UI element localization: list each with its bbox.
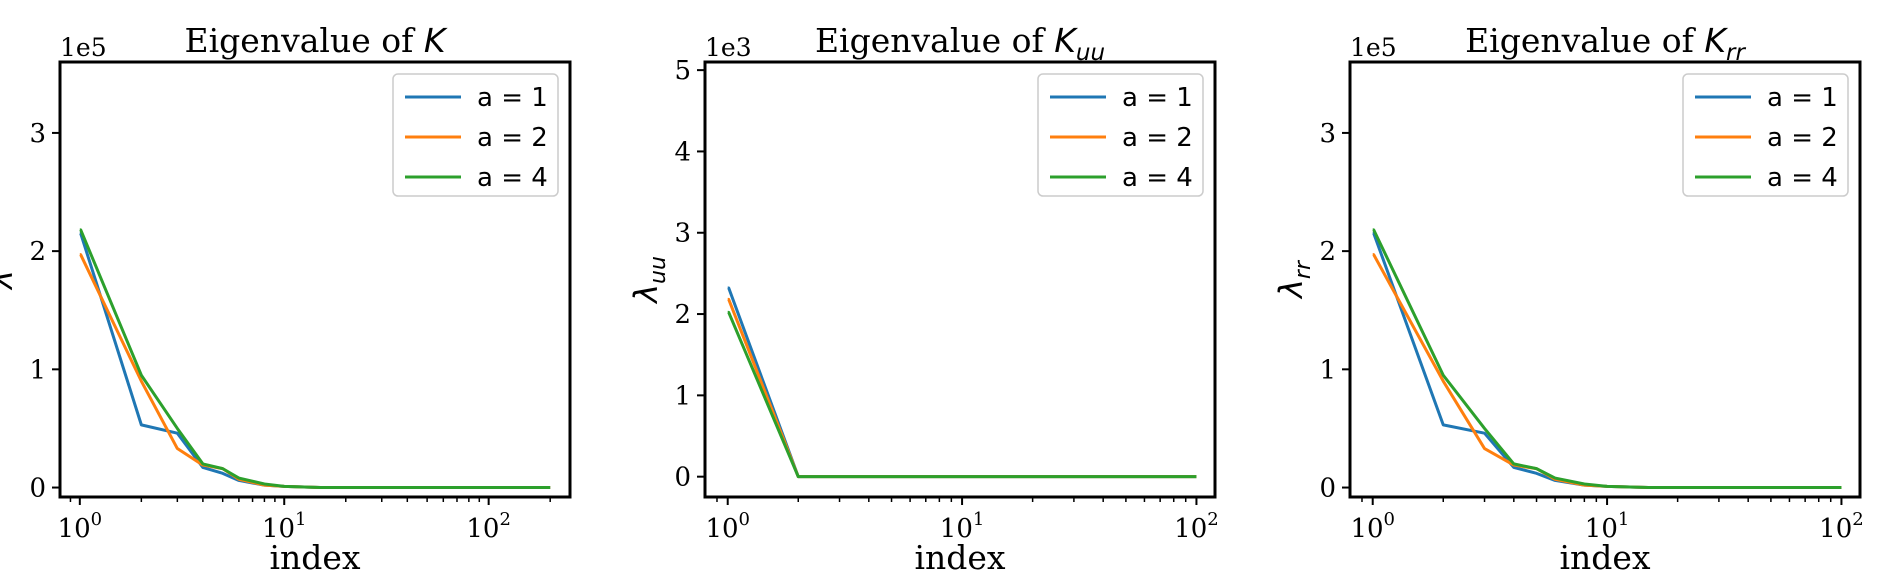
x-tick-label: 102 — [1819, 509, 1864, 544]
legend-entry-3: a = 4 — [1767, 163, 1838, 193]
chart-title-text: Eigenvalue of — [185, 21, 424, 60]
chart-title-subscript: uu — [1076, 40, 1105, 66]
series-line-1 — [727, 286, 1197, 479]
legend-box — [392, 73, 559, 197]
legend-box — [1682, 73, 1849, 197]
x-tick-base: 10 — [262, 514, 295, 544]
y-tick-label: 0 — [1319, 474, 1336, 504]
y-tick-label: 5 — [674, 56, 691, 86]
chart-title-symbol: K — [424, 21, 448, 60]
series-line-3 — [79, 228, 551, 490]
x-tick-exponent: 2 — [1207, 509, 1218, 530]
chart-title: Eigenvalue of Kuu — [815, 21, 1105, 66]
x-tick-base: 10 — [1585, 514, 1618, 544]
x-tick-base: 10 — [1174, 514, 1207, 544]
x-tick-label: 100 — [58, 509, 103, 544]
y-tick-label: 2 — [29, 237, 46, 267]
y-tick-label: 4 — [674, 137, 691, 167]
y-tick-label: 1 — [674, 381, 691, 411]
y-tick-label: 1 — [29, 355, 46, 385]
x-tick-exponent: 2 — [1852, 509, 1863, 530]
y-axis-label-subscript: rr — [1291, 259, 1316, 279]
legend-entry-1: a = 1 — [1122, 83, 1193, 113]
x-tick-label: 102 — [1174, 509, 1219, 544]
chart-title: Eigenvalue of Krr — [1465, 21, 1746, 66]
x-tick-exponent: 2 — [499, 509, 510, 530]
x-axis-label: index — [914, 538, 1005, 577]
legend-box — [1037, 73, 1204, 197]
y-tick-label: 2 — [674, 300, 691, 330]
series-line-1 — [79, 231, 551, 490]
chart-title-symbol: K — [1054, 21, 1078, 60]
x-tick-base: 10 — [705, 514, 738, 544]
series-line-2 — [727, 297, 1197, 479]
series-line-2 — [1372, 253, 1842, 490]
x-tick-base: 10 — [940, 514, 973, 544]
axis-offset-text: 1e3 — [705, 33, 752, 62]
x-tick-exponent: 0 — [1384, 509, 1395, 530]
axes-frame — [58, 60, 572, 499]
legend: a = 1 a = 2 a = 4 — [1037, 73, 1204, 197]
x-tick-label: 100 — [705, 509, 750, 544]
y-axis-label-symbol: λ — [627, 284, 665, 305]
series-line-2 — [79, 253, 551, 490]
y-tick-label: 3 — [674, 219, 691, 249]
x-tick-exponent: 1 — [295, 509, 306, 530]
y-axis-label: λuu — [627, 256, 671, 305]
x-tick-exponent: 1 — [1618, 509, 1629, 530]
x-tick-base: 10 — [466, 514, 499, 544]
chart-title-text: Eigenvalue of — [815, 21, 1054, 60]
legend-entry-2: a = 2 — [477, 123, 548, 153]
y-tick-label: 0 — [674, 463, 691, 493]
x-tick-exponent: 0 — [739, 509, 750, 530]
y-tick-label: 1 — [1319, 355, 1336, 385]
x-tick-label: 100 — [1350, 509, 1395, 544]
axes-frame — [1348, 60, 1862, 499]
axis-offset-text: 1e5 — [1350, 33, 1397, 62]
x-axis-label: index — [269, 538, 360, 577]
x-tick-base: 10 — [1819, 514, 1852, 544]
legend-entry-1: a = 1 — [1767, 83, 1838, 113]
y-tick-label: 3 — [1319, 119, 1336, 149]
series-line-1 — [1372, 231, 1842, 490]
chart-title: Eigenvalue of K — [185, 21, 448, 60]
chart-title-symbol: K — [1704, 21, 1728, 60]
x-tick-base: 10 — [1350, 514, 1383, 544]
chart-title-text: Eigenvalue of — [1465, 21, 1704, 60]
y-tick-label: 0 — [29, 474, 46, 504]
x-tick-exponent: 0 — [91, 509, 102, 530]
chart-title-subscript: rr — [1726, 40, 1746, 66]
y-axis-label-symbol: λ — [1272, 279, 1310, 300]
series-line-3 — [727, 310, 1197, 479]
y-axis-label-symbol: λ — [0, 270, 20, 291]
legend: a = 1 a = 2 a = 4 — [392, 73, 559, 197]
legend-entry-3: a = 4 — [477, 163, 548, 193]
y-tick-label: 2 — [1319, 237, 1336, 267]
axis-offset-text: 1e5 — [60, 33, 107, 62]
legend: a = 1 a = 2 a = 4 — [1682, 73, 1849, 197]
series-line-3 — [1372, 228, 1842, 490]
x-tick-label: 101 — [1585, 509, 1630, 544]
x-tick-label: 102 — [466, 509, 511, 544]
x-tick-label: 101 — [940, 509, 985, 544]
x-axis-label: index — [1559, 538, 1650, 577]
legend-entry-2: a = 2 — [1767, 123, 1838, 153]
y-tick-label: 3 — [29, 119, 46, 149]
y-axis-label: λ — [0, 270, 20, 291]
legend-entry-2: a = 2 — [1122, 123, 1193, 153]
x-tick-label: 101 — [262, 509, 307, 544]
axes-frame — [703, 60, 1217, 499]
y-axis-label-subscript: uu — [646, 256, 671, 284]
x-tick-exponent: 1 — [973, 509, 984, 530]
legend-entry-3: a = 4 — [1122, 163, 1193, 193]
y-axis-label: λrr — [1272, 259, 1316, 300]
legend-entry-1: a = 1 — [477, 83, 548, 113]
x-tick-base: 10 — [58, 514, 91, 544]
